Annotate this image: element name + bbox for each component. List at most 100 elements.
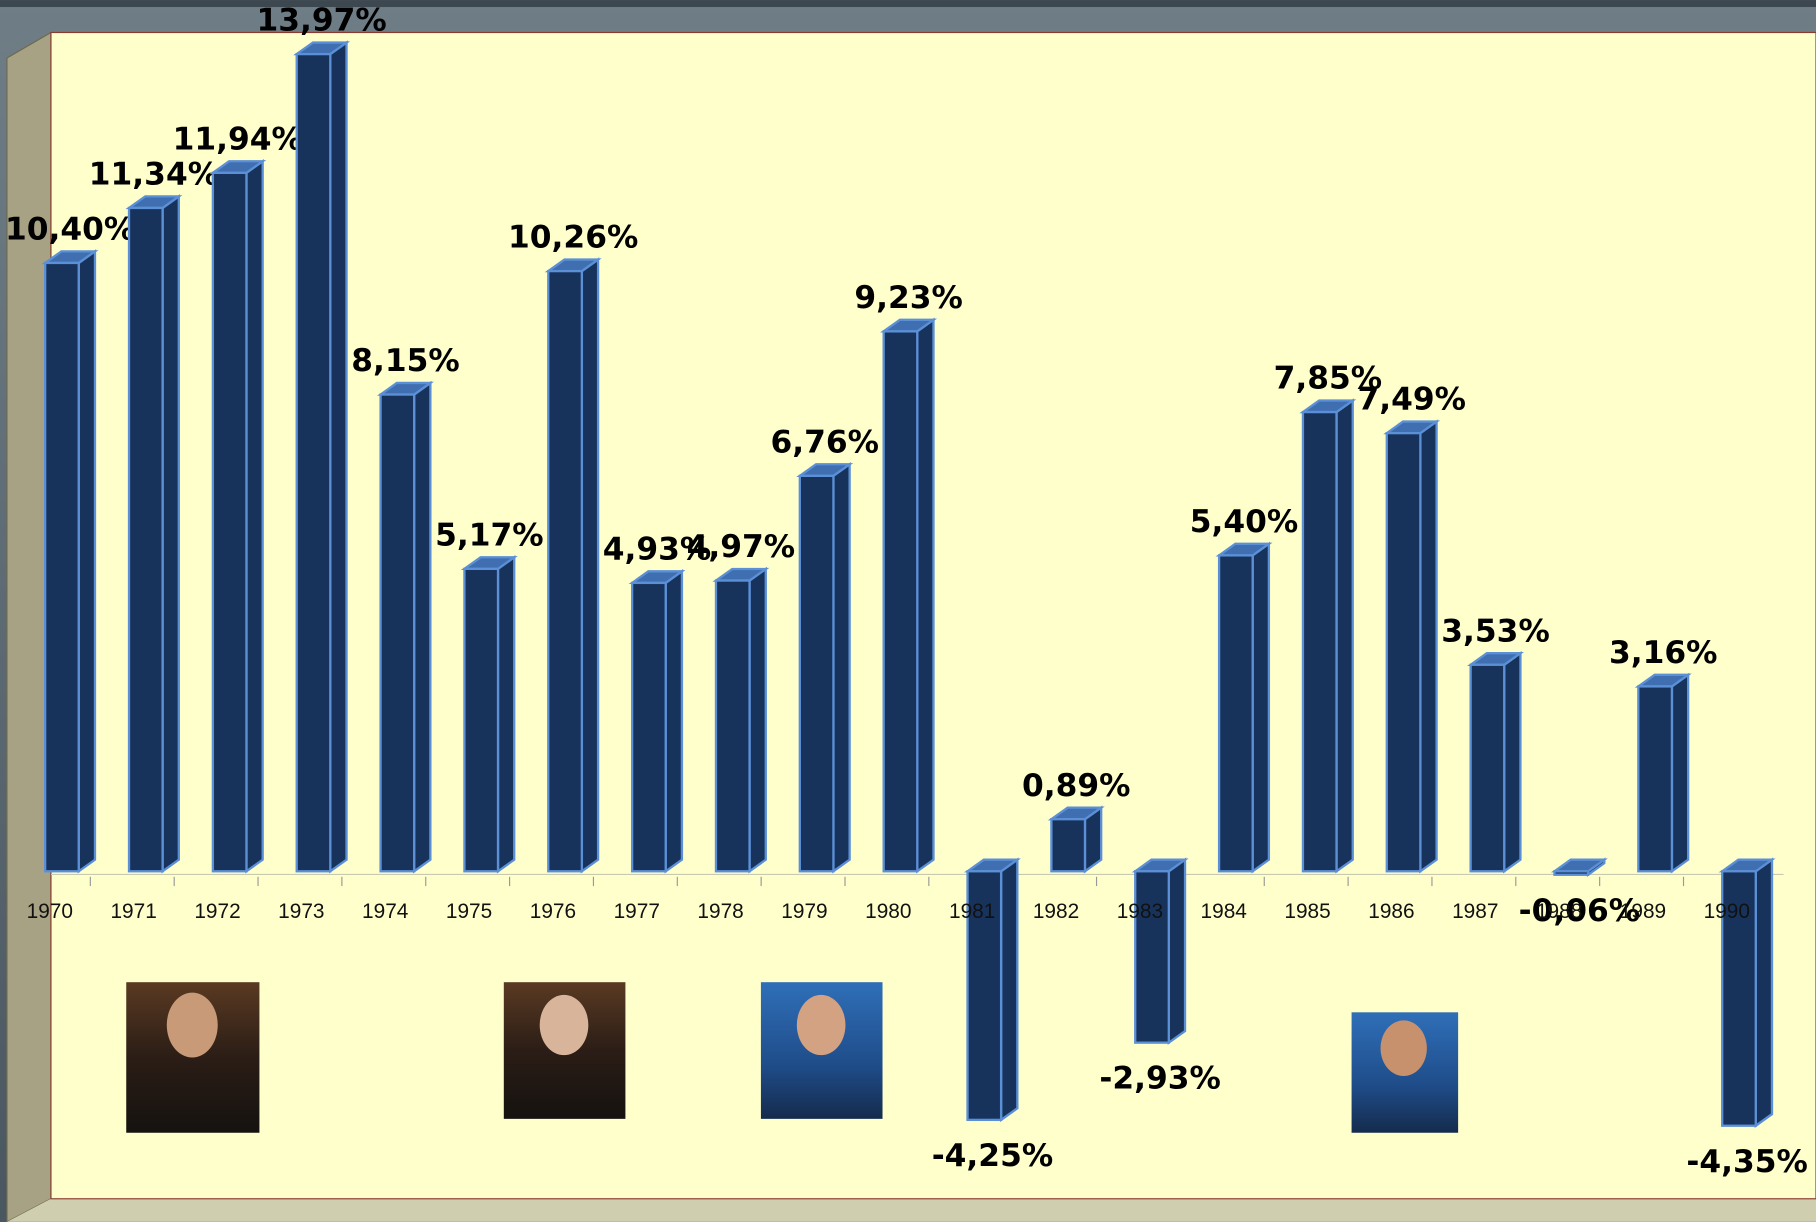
bar-front [1051,819,1085,871]
bar-side [79,251,95,871]
bar-front [129,208,163,871]
value-label: 6,76% [770,424,878,460]
value-label: 10,40% [5,212,135,248]
x-tick-label: 1983 [1117,900,1163,923]
x-tick-label: 1975 [446,900,492,923]
bar-front [1554,871,1588,875]
value-label: 0,89% [1022,768,1130,804]
bar-side [917,320,933,871]
bar-side [750,569,766,871]
bar-front [1471,665,1505,871]
value-label: 4,97% [687,529,795,565]
bar-side [1253,544,1269,871]
bar-side [414,383,430,871]
bar-side [1337,401,1353,872]
page: {"chart_data": {"type": "bar", "categori… [0,0,1816,1222]
chart: 10,40% 11,34%11,94% 13,97% 8,15% 5,17% 10,26%… [0,0,1816,1222]
x-tick-label: 1972 [194,900,240,923]
bar-front [1387,433,1421,871]
bar [884,320,934,871]
bar-front [1303,412,1337,871]
bar [1303,401,1353,872]
x-tick-label: 1985 [1284,900,1330,923]
bar-front [213,173,247,871]
bar-front [800,476,834,871]
value-label: 10,26% [508,220,638,256]
x-tick-label: 1988 [1536,900,1582,923]
bar-side [833,464,849,871]
floor [7,1199,1816,1222]
x-tick-label: 1990 [1704,900,1750,923]
value-label: 3,53% [1441,613,1549,649]
x-tick-label: 1970 [27,900,73,923]
value-label: 11,94% [173,121,303,157]
value-label: -4,35% [1686,1144,1807,1180]
bar-side [498,557,514,871]
x-tick-label: 1976 [530,900,576,923]
x-tick-label: 1981 [949,900,995,923]
portrait-face [540,995,589,1055]
bar-side [1672,675,1688,871]
x-tick-label: 1978 [697,900,743,923]
x-tick-label: 1971 [110,900,156,923]
bar-front [381,395,415,872]
value-label: -4,25% [932,1138,1053,1174]
bar-front [1638,686,1672,871]
bar-side [1756,860,1772,1126]
bar-front [1219,555,1253,871]
value-label: 5,40% [1190,504,1298,540]
x-tick-label: 1980 [865,900,911,923]
bar [45,251,95,871]
bar-side [1169,860,1185,1043]
bar-side [666,571,682,871]
value-label: 11,34% [89,157,219,193]
bar [1387,422,1437,872]
bar [800,464,850,871]
x-tick-label: 1977 [614,900,660,923]
value-label: 3,16% [1609,635,1717,671]
bar [1051,808,1101,872]
bar [548,260,598,872]
bar-side [1504,653,1520,871]
x-tick-label: 1984 [1201,900,1247,923]
value-label: 5,17% [435,517,543,553]
bar [1471,653,1521,871]
x-tick-label: 1982 [1033,900,1079,923]
portrait-face [1381,1020,1427,1076]
bar-front [632,583,666,871]
bar [381,383,431,871]
value-label: 13,97% [257,3,387,39]
value-label: 8,15% [351,343,459,379]
bar-front [1135,871,1169,1042]
x-tick-label: 1987 [1452,900,1498,923]
bar [129,196,179,871]
x-tick-label: 1986 [1368,900,1414,923]
bar-front [716,581,750,872]
bar [213,161,263,871]
bar-front [884,331,918,871]
bar [1219,544,1269,871]
bar-side [582,260,598,872]
bar [297,43,347,872]
value-label: 9,23% [854,280,962,316]
bar-front [548,271,582,871]
bar [968,860,1018,1120]
bar-side [1001,860,1017,1120]
portrait-face [167,993,218,1058]
bar-front [464,569,498,871]
bar [1135,860,1185,1043]
value-label: 7,49% [1357,382,1465,418]
x-tick-label: 1973 [278,900,324,923]
portrait-face [797,995,846,1055]
bar-front [45,263,79,871]
x-tick-label: 1989 [1620,900,1666,923]
x-tick-label: 1974 [362,900,408,923]
bar-front [297,54,331,871]
bar [1638,675,1688,871]
bar-side [246,161,262,871]
bar [632,571,682,871]
x-tick-label: 1979 [781,900,827,923]
bar-side [1420,422,1436,872]
value-label: -2,93% [1099,1061,1220,1097]
bar [716,569,766,871]
